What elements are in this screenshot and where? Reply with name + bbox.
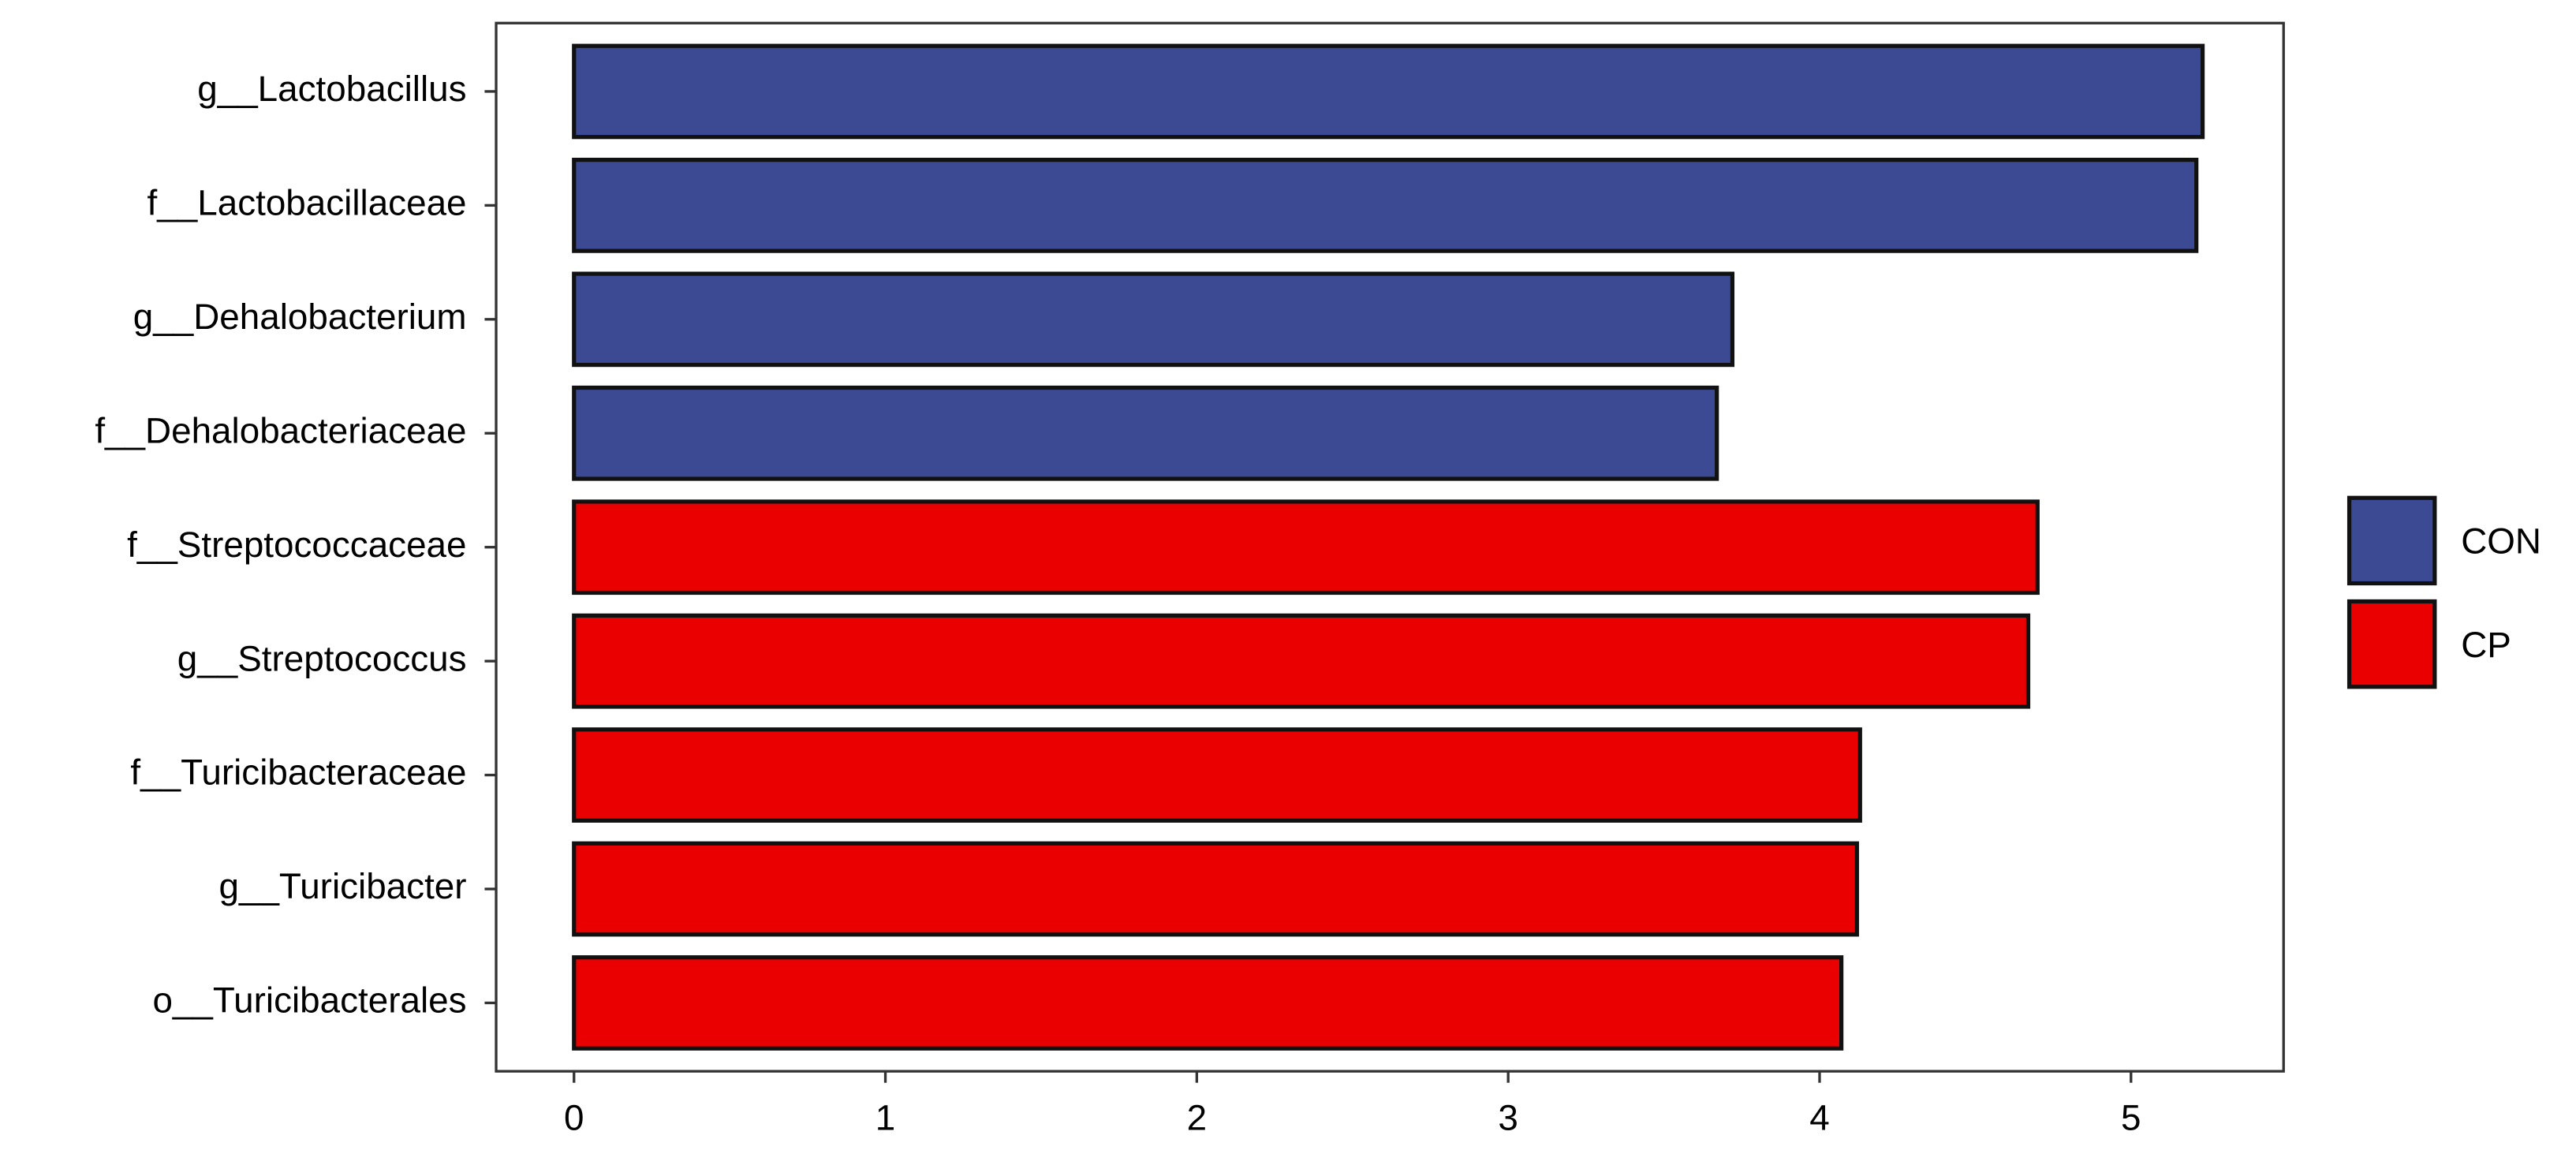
y-tick-label: f__Dehalobacteriaceae [95, 410, 466, 450]
legend-label: CON [2461, 521, 2541, 562]
bar [572, 841, 1859, 937]
y-tick-label: g__Dehalobacterium [133, 297, 467, 337]
x-tick-label: 1 [875, 1098, 895, 1138]
y-tick-label: f__Turicibacteraceae [130, 752, 466, 793]
y-tick-label: g__Lactobacillus [197, 69, 466, 109]
x-tick-label: 5 [2121, 1098, 2141, 1138]
bar [572, 385, 1719, 481]
y-tick-label: f__Streptococcaceae [127, 525, 466, 565]
bar [572, 43, 2205, 140]
y-tick-label: o__Turicibacterales [152, 980, 466, 1021]
y-tick-label: f__Lactobacillaceae [147, 182, 467, 222]
x-tick-label: 3 [1498, 1098, 1518, 1138]
y-tick-label: g__Turicibacter [218, 866, 466, 906]
x-tick-label: 0 [564, 1098, 584, 1138]
legend-label: CP [2461, 625, 2511, 665]
y-tick-label: g__Streptococcus [177, 638, 467, 678]
legend-key [2346, 495, 2437, 586]
bar [572, 955, 1844, 1051]
bar [572, 499, 2040, 596]
bar [572, 613, 2031, 709]
x-tick-label: 4 [1809, 1098, 1829, 1138]
bar [572, 158, 2199, 253]
bar [572, 727, 1862, 823]
bar [572, 271, 1735, 368]
x-tick-label: 2 [1187, 1098, 1207, 1138]
legend-key [2346, 599, 2437, 689]
